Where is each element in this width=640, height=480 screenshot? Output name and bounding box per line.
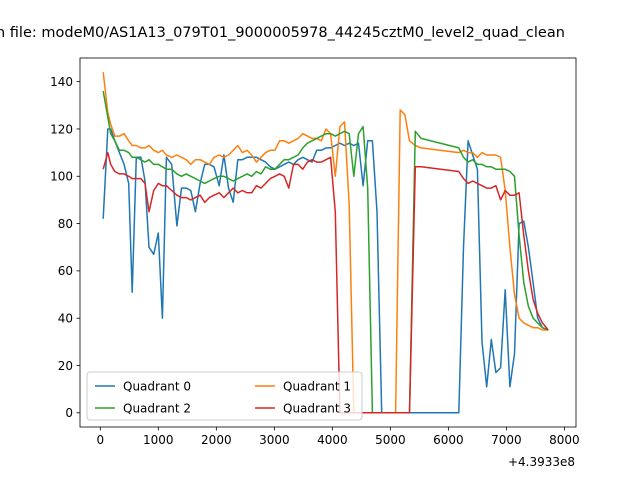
plot-area: [80, 58, 576, 427]
axes-layer: 0 1000 2000 3000 4000 5000 6000 7000 8000 0 20 40 60…: [50, 57, 580, 447]
y-tick-label: 20: [58, 359, 73, 373]
legend-label-quadrant-1: Quadrant 1: [283, 379, 351, 393]
y-tick-label: 120: [50, 122, 73, 136]
legend-box: [86, 371, 363, 421]
y-tick-label: 140: [50, 75, 73, 89]
x-tick-label: 0: [96, 433, 104, 447]
axes-frame: [79, 57, 577, 428]
series-line-quadrant-3: [102, 151, 549, 414]
y-tick-label: 0: [65, 406, 73, 420]
y-tick-label: 40: [58, 311, 73, 325]
y-tick-label: 100: [50, 170, 73, 184]
series-line-quadrant-0: [102, 128, 549, 414]
legend: Quadrant 0 Quadrant 1 Quadrant 2 Quadrant 3: [86, 371, 363, 421]
legend-label-quadrant-0: Quadrant 0: [123, 379, 191, 393]
x-tick-label: 6000: [433, 433, 464, 447]
y-tick-label: 80: [58, 217, 73, 231]
series-layer: [102, 72, 549, 414]
legend-label-quadrant-2: Quadrant 2: [123, 401, 191, 415]
x-tick-label: 7000: [491, 433, 522, 447]
y-tick-label: 60: [58, 264, 73, 278]
series-line-quadrant-2: [102, 90, 549, 414]
x-offset-label: +4.3933e8: [508, 455, 575, 469]
legend-label-quadrant-3: Quadrant 3: [283, 401, 351, 415]
chart-title: n file: modeM0/AS1A13_079T01_9000005978_…: [0, 25, 565, 41]
x-tick-label: 1000: [143, 433, 174, 447]
x-tick-label: 3000: [259, 433, 290, 447]
series-line-quadrant-1: [102, 72, 549, 414]
x-tick-label: 5000: [375, 433, 406, 447]
x-tick-label: 2000: [201, 433, 232, 447]
x-tick-label: 4000: [317, 433, 348, 447]
x-tick-label: 8000: [549, 433, 580, 447]
